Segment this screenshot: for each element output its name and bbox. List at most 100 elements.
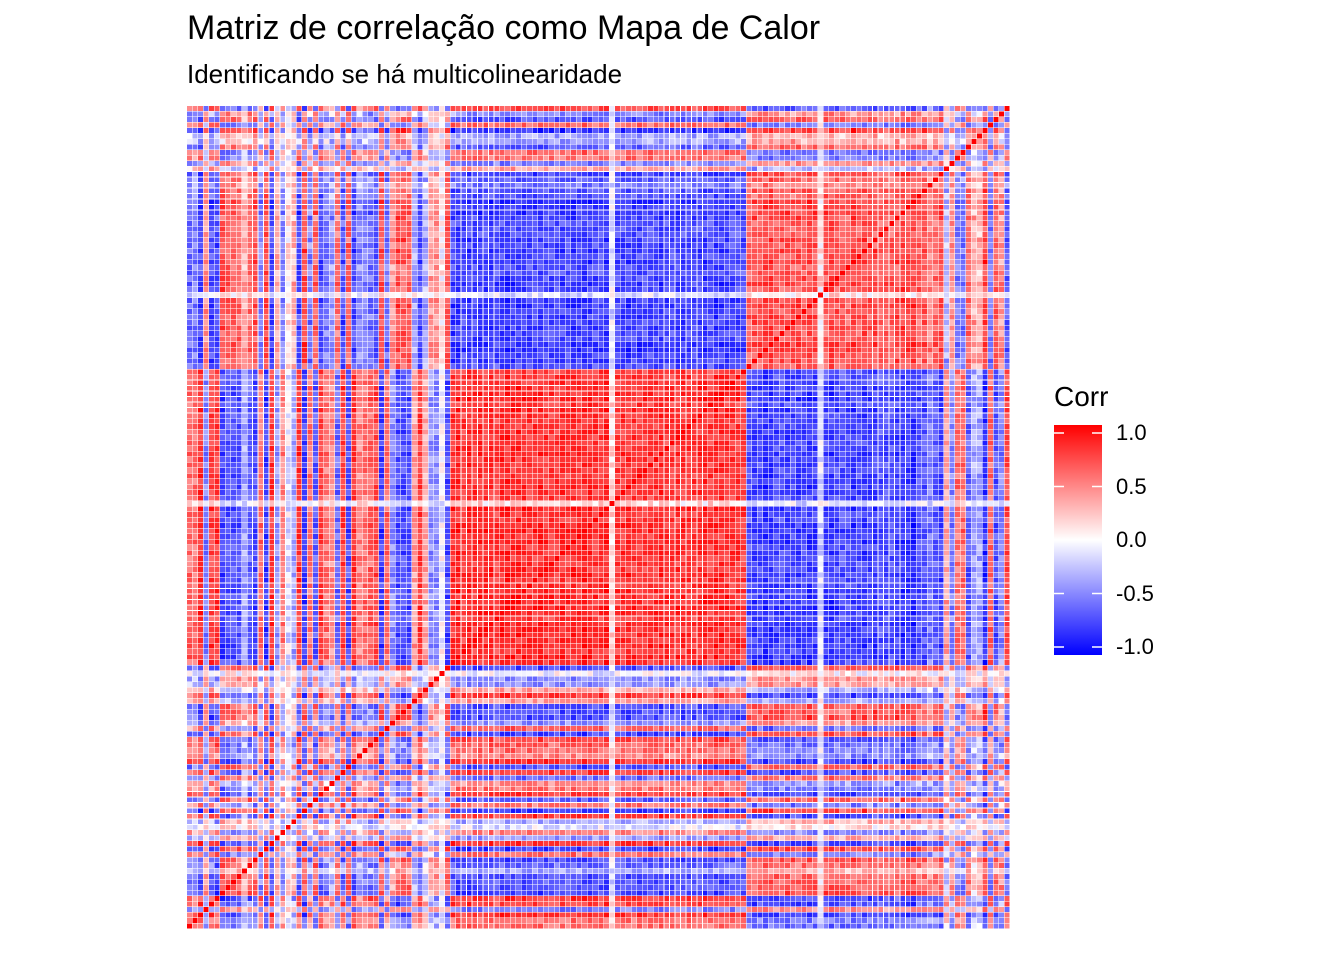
heatmap-cell (653, 243, 658, 248)
heatmap-cell (670, 210, 675, 215)
heatmap-cell (637, 227, 642, 232)
heatmap-cell (313, 243, 318, 248)
heatmap-cell (203, 194, 208, 199)
heatmap-cell (555, 265, 560, 270)
heatmap-cell (549, 177, 554, 182)
heatmap-cell (220, 249, 225, 254)
heatmap-cell (840, 172, 845, 177)
heatmap-cell (780, 232, 785, 237)
heatmap-cell (450, 265, 455, 270)
heatmap-cell (187, 194, 192, 199)
heatmap-cell (242, 177, 247, 182)
heatmap-cell (461, 205, 466, 210)
heatmap-cell (900, 232, 905, 237)
heatmap-cell (719, 243, 724, 248)
heatmap-cell (209, 111, 214, 116)
heatmap-cell (802, 150, 807, 155)
heatmap-cell (972, 111, 977, 116)
heatmap-cell (505, 227, 510, 232)
heatmap-cell (198, 205, 203, 210)
heatmap-cell (247, 166, 252, 171)
heatmap-cell (593, 122, 598, 127)
heatmap-cell (516, 188, 521, 193)
heatmap-cell (527, 271, 532, 276)
heatmap-cell (319, 216, 324, 221)
heatmap-cell (944, 205, 949, 210)
heatmap-cell (286, 232, 291, 237)
heatmap-cell (823, 276, 828, 281)
heatmap-cell (626, 265, 631, 270)
heatmap-cell (544, 144, 549, 149)
heatmap-cell (692, 144, 697, 149)
heatmap-cell (390, 265, 395, 270)
heatmap-cell (346, 232, 351, 237)
heatmap-cell (895, 144, 900, 149)
heatmap-cell (796, 221, 801, 226)
heatmap-cell (983, 216, 988, 221)
heatmap-cell (840, 155, 845, 160)
heatmap-cell (374, 106, 379, 111)
heatmap-cell (730, 150, 735, 155)
heatmap-cell (664, 216, 669, 221)
heatmap-cell (588, 117, 593, 122)
heatmap-cell (862, 150, 867, 155)
heatmap-cell (922, 199, 927, 204)
heatmap-cell (933, 232, 938, 237)
heatmap-cell (741, 111, 746, 116)
heatmap-cell (648, 117, 653, 122)
heatmap-cell (478, 254, 483, 259)
heatmap-cell (198, 172, 203, 177)
heatmap-cell (209, 172, 214, 177)
heatmap-cell (533, 254, 538, 259)
heatmap-cell (516, 243, 521, 248)
heatmap-cell (390, 287, 395, 292)
heatmap-cell (439, 128, 444, 133)
heatmap-cell (642, 172, 647, 177)
heatmap-cell (555, 194, 560, 199)
heatmap-cell (198, 221, 203, 226)
heatmap-cell (450, 210, 455, 215)
heatmap-cell (972, 249, 977, 254)
heatmap-cell (692, 194, 697, 199)
heatmap-cell (280, 172, 285, 177)
heatmap-cell (747, 106, 752, 111)
heatmap-cell (977, 238, 982, 243)
heatmap-cell (560, 199, 565, 204)
heatmap-cell (187, 144, 192, 149)
heatmap-cell (878, 188, 883, 193)
heatmap-cell (401, 221, 406, 226)
heatmap-cell (818, 265, 823, 270)
heatmap-cell (335, 287, 340, 292)
heatmap-cell (264, 139, 269, 144)
heatmap-cell (297, 117, 302, 122)
heatmap-cell (730, 194, 735, 199)
heatmap-cell (247, 144, 252, 149)
heatmap-cell (939, 199, 944, 204)
heatmap-cell (708, 172, 713, 177)
heatmap-cell (368, 287, 373, 292)
heatmap-cell (620, 221, 625, 226)
heatmap-cell (428, 183, 433, 188)
heatmap-cell (791, 205, 796, 210)
heatmap-cell (379, 172, 384, 177)
heatmap-cell (791, 282, 796, 287)
heatmap-cell (368, 133, 373, 138)
heatmap-cell (966, 139, 971, 144)
heatmap-cell (494, 150, 499, 155)
heatmap-cell (708, 238, 713, 243)
heatmap-cell (214, 265, 219, 270)
heatmap-cell (533, 166, 538, 171)
heatmap-cell (977, 216, 982, 221)
heatmap-cell (708, 249, 713, 254)
heatmap-cell (823, 166, 828, 171)
heatmap-cell (269, 254, 274, 259)
heatmap-cell (736, 221, 741, 226)
heatmap-cell (785, 155, 790, 160)
heatmap-cell (187, 177, 192, 182)
heatmap-cell (884, 271, 889, 276)
heatmap-cell (445, 221, 450, 226)
heatmap-cell (324, 194, 329, 199)
heatmap-cell (730, 227, 735, 232)
heatmap-cell (626, 221, 631, 226)
heatmap-cell (922, 232, 927, 237)
